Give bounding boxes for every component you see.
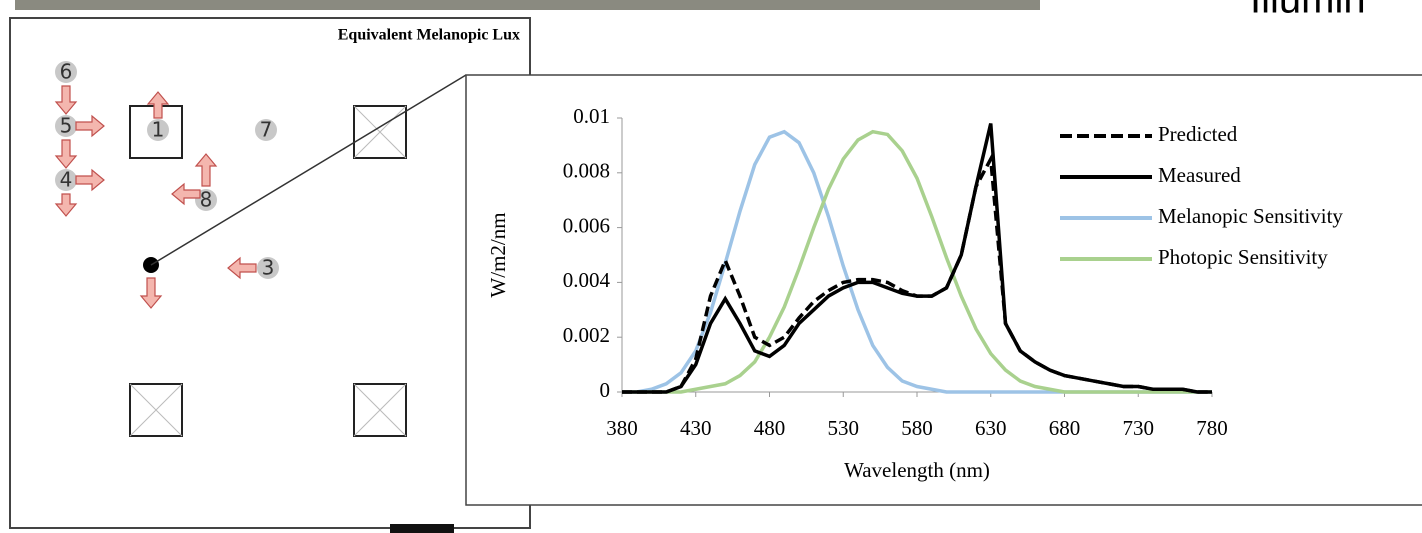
x-tick-label: 530 xyxy=(828,416,860,440)
legend-label: Measured xyxy=(1158,163,1241,187)
x-tick-label: 680 xyxy=(1049,416,1081,440)
side-text: Illumin xyxy=(1250,0,1366,22)
x-tick-label: 630 xyxy=(975,416,1007,440)
point-halo xyxy=(257,257,279,279)
point-label: 7 xyxy=(260,118,273,142)
series-line xyxy=(622,129,1212,394)
y-tick-label: 0.002 xyxy=(563,323,610,347)
y-axis-title: W/m2/nm xyxy=(486,212,510,297)
x-axis-title: Wavelength (nm) xyxy=(844,458,990,482)
y-tick-label: 0.008 xyxy=(563,159,610,183)
legend-label: Melanopic Sensitivity xyxy=(1158,204,1343,228)
x-tick-label: 780 xyxy=(1196,416,1228,440)
point-label: 8 xyxy=(200,188,213,212)
y-tick-label: 0 xyxy=(600,378,611,402)
point-label: 3 xyxy=(262,256,275,280)
y-tick-label: 0.01 xyxy=(573,104,610,128)
x-tick-label: 580 xyxy=(901,416,933,440)
point-label: 4 xyxy=(60,168,73,192)
plan-marker xyxy=(390,524,454,533)
y-tick-label: 0.004 xyxy=(563,268,611,292)
point-halo xyxy=(55,61,77,83)
point-halo xyxy=(147,119,169,141)
series-line xyxy=(622,123,1212,394)
point-halo xyxy=(255,119,277,141)
plot: 0 0.002 0.004 0.006 0.008 0.01 380 430 480 530 580… xyxy=(563,104,1344,440)
arrows xyxy=(54,85,257,309)
point-label: 5 xyxy=(60,114,73,138)
point-label: 1 xyxy=(152,118,165,142)
floor-plan-title: Equivalent Melanopic Lux xyxy=(338,27,520,44)
legend-label: Photopic Sensitivity xyxy=(1158,245,1328,269)
point-label: 6 xyxy=(60,60,73,84)
point-halo xyxy=(55,169,77,191)
legend-label: Predicted xyxy=(1158,122,1238,146)
cropped-photo xyxy=(15,0,1040,10)
point-halo xyxy=(55,115,77,137)
x-tick-label: 480 xyxy=(754,416,786,440)
x-tick-label: 730 xyxy=(1123,416,1155,440)
x-tick-label: 380 xyxy=(606,416,638,440)
leader-line xyxy=(150,74,467,266)
y-tick-label: 0.006 xyxy=(563,213,610,237)
x-tick-label: 430 xyxy=(680,416,712,440)
